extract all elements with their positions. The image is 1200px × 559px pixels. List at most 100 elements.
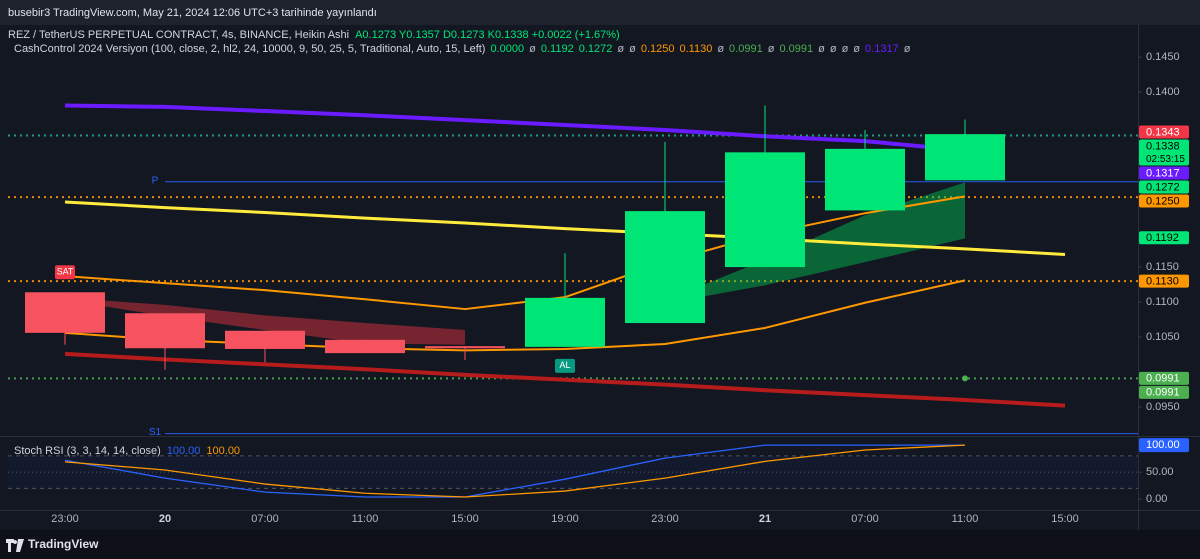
candle-body [125,313,205,349]
indicator-line [64,200,1066,256]
price-badge [1139,125,1189,139]
x-tick-label: 23:00 [51,513,79,525]
price-badge-label: 0.1192 [1146,232,1179,244]
indicator-value: 0.0000 [490,43,524,55]
indicator-value: ø [818,43,825,55]
indicator-legend: CashControl 2024 Versiyon (100, close, 2… [14,43,911,55]
y-tick-label: 0.0950 [1146,401,1180,413]
candle-body [825,148,905,211]
x-tick-label: 19:00 [551,513,579,525]
value-badge [1139,438,1189,453]
indicator-line [64,103,966,153]
y-tick-label: 50.00 [1146,466,1174,478]
symbol-title: REZ / TetherUS PERPETUAL CONTRACT, 4s, B… [8,29,349,41]
candle-body [425,346,505,349]
stoch-title: Stoch RSI (3, 3, 14, 14, close) [14,445,161,457]
candle-body [925,134,1005,181]
x-tick-label: 15:00 [451,513,479,525]
price-badge [1139,180,1189,194]
indicator-value: 0.1317 [865,43,899,55]
price-badge [1139,194,1189,208]
indicator-line [64,279,966,352]
x-tick-label: 15:00 [1051,513,1079,525]
indicator-value: 0.1250 [641,43,675,55]
price-badge [1139,231,1189,245]
dot [962,375,968,382]
candle-body [325,339,405,354]
cloud [65,297,465,345]
legend-value: 100.00 [206,445,240,457]
x-tick-label: 20 [159,513,171,525]
stoch-line [64,444,966,498]
y-tick-label: 0.00 [1146,493,1167,505]
price-badge [1139,274,1189,288]
x-tick-label: 07:00 [251,513,279,525]
indicator-value: ø [617,43,624,55]
legend-value: 100.00 [167,445,201,457]
indicator-value: ø [853,43,860,55]
header-bar [0,0,1200,25]
signal-badge [55,265,75,280]
price-badge-label: 0.1338 [1146,140,1180,152]
x-tick-label: 07:00 [851,513,879,525]
indicator-value: ø [904,43,911,55]
y-tick-label: 0.1100 [1146,296,1179,308]
price-badge [1139,371,1189,385]
x-tick-label: 11:00 [352,513,379,525]
brand-logo [6,539,24,552]
price-badge [1139,166,1189,180]
indicator-value: ø [717,43,724,55]
indicator-value: 0.1130 [679,43,712,55]
countdown: 02:53:15 [1146,154,1185,165]
price-badge [1139,139,1189,166]
candle-body [525,297,605,347]
indicator-line [64,351,1066,408]
candle-body [225,330,305,349]
signal-label: AL [559,360,570,370]
indicator-value: 0.0991 [779,43,813,55]
x-tick-label: 11:00 [952,513,979,525]
indicator-value: 0.1192 [541,43,574,55]
indicator-line [64,195,966,311]
y-tick-label: 0.1050 [1146,331,1180,343]
candle-body [625,211,705,324]
price-badge-label: 0.1272 [1146,181,1180,193]
price-badge-label: 0.0991 [1146,373,1180,385]
price-badge-label: 0.0991 [1146,387,1180,399]
quote: A0.1273 Y0.1357 D0.1273 K0.1338 +0.0022 … [355,29,620,41]
level-label: S1 [149,427,162,438]
indicator-value: ø [529,43,536,55]
brand: TradingView [28,537,99,551]
signal-label: SAT [57,267,74,277]
x-tick-label: 21 [759,513,771,525]
indicator-value: ø [629,43,636,55]
price-badge [1139,385,1189,399]
y-tick-label: 0.1150 [1146,261,1179,273]
value-badge-label: 100.00 [1146,439,1180,451]
price-badge-label: 0.1250 [1146,195,1180,207]
indicator-value: ø [768,43,775,55]
price-badge-label: 0.1130 [1146,275,1179,287]
candle-body [25,292,105,333]
price-badge-label: 0.1317 [1146,167,1180,179]
y-tick-label: 0.1400 [1146,86,1180,98]
publisher: busebir3 TradingView.com, May 21, 2024 1… [8,7,377,19]
price-badge-label: 0.1343 [1146,126,1180,138]
indicator-value: 0.0991 [729,43,763,55]
legend-title: REZ / TetherUS PERPETUAL CONTRACT, 4s, B… [8,29,620,41]
candle-body [725,152,805,268]
stoch-legend: Stoch RSI (3, 3, 14, 14, close) 100.00 100… [14,445,240,457]
indicator-value: 0.1272 [579,43,613,55]
signal-badge [555,358,575,373]
cloud [665,182,965,304]
stoch-line [64,444,965,498]
y-tick-label: 0.1450 [1146,51,1180,63]
indicator-name: CashControl 2024 Versiyon (100, close, 2… [14,43,485,55]
level-label: P [152,175,159,186]
indicator-value: ø [830,43,837,55]
x-tick-label: 23:00 [651,513,679,525]
footer-bar [0,530,1200,559]
